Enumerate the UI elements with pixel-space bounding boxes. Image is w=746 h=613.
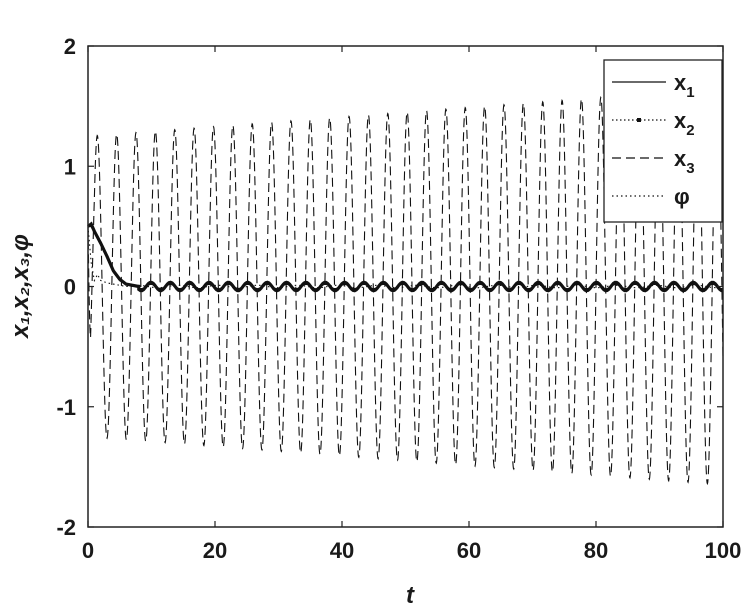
legend-label: φ [674,184,690,209]
series-line-x3 [87,87,724,486]
legend-marker [637,118,641,122]
plot-marks [87,87,724,486]
legend-label: x3 [674,146,695,177]
x-tick-label: 0 [82,538,94,563]
legend-label: x2 [674,108,695,139]
legend-box [603,59,723,223]
y-axis-label: x₁,x₂,x₃,φ [7,234,34,340]
x-tick-label: 80 [584,538,608,563]
series-line-phi [87,226,724,289]
x-tick-label: 100 [705,538,742,563]
y-tick-label: -2 [56,515,76,540]
y-tick-label: 1 [64,154,76,179]
x-tick-label: 60 [457,538,481,563]
y-tick-label: 0 [64,275,76,300]
x-tick-label: 20 [203,538,227,563]
y-tick-label: 2 [64,34,76,59]
series-line-x2 [87,221,724,293]
axis-ticks: 0 20 40 60 80 100 -2 -1 0 1 2 [56,34,741,563]
y-tick-label: -1 [56,395,76,420]
x-axis-label: t [406,582,415,609]
x-tick-label: 40 [330,538,354,563]
series-line-x1 [88,225,724,290]
legend-label: x1 [674,70,695,101]
legend: x1 x2 x3 φ [603,59,723,223]
